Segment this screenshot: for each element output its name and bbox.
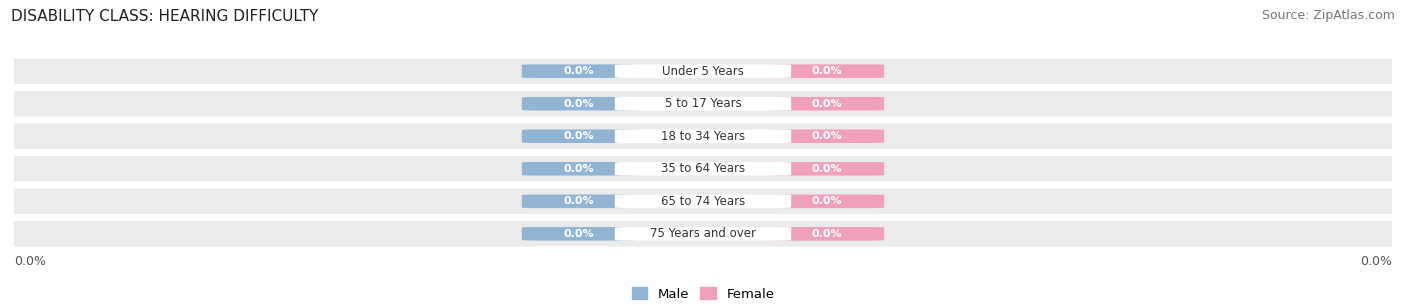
FancyBboxPatch shape <box>770 227 884 241</box>
FancyBboxPatch shape <box>770 129 884 143</box>
FancyBboxPatch shape <box>0 156 1406 181</box>
FancyBboxPatch shape <box>522 97 636 110</box>
Text: 0.0%: 0.0% <box>564 196 595 206</box>
FancyBboxPatch shape <box>522 129 636 143</box>
FancyBboxPatch shape <box>0 188 1406 214</box>
FancyBboxPatch shape <box>770 162 884 176</box>
Text: 75 Years and over: 75 Years and over <box>650 227 756 240</box>
Text: 0.0%: 0.0% <box>811 99 842 109</box>
Text: 0.0%: 0.0% <box>811 164 842 174</box>
FancyBboxPatch shape <box>0 221 1406 246</box>
FancyBboxPatch shape <box>522 64 636 78</box>
Text: Source: ZipAtlas.com: Source: ZipAtlas.com <box>1261 9 1395 22</box>
FancyBboxPatch shape <box>770 195 884 208</box>
Text: Under 5 Years: Under 5 Years <box>662 65 744 78</box>
Text: 0.0%: 0.0% <box>811 131 842 141</box>
FancyBboxPatch shape <box>614 227 792 241</box>
Text: 18 to 34 Years: 18 to 34 Years <box>661 130 745 143</box>
FancyBboxPatch shape <box>614 64 792 78</box>
Text: 0.0%: 0.0% <box>564 229 595 239</box>
FancyBboxPatch shape <box>614 162 792 176</box>
Text: 0.0%: 0.0% <box>1360 255 1392 268</box>
Text: DISABILITY CLASS: HEARING DIFFICULTY: DISABILITY CLASS: HEARING DIFFICULTY <box>11 9 319 24</box>
FancyBboxPatch shape <box>522 227 636 241</box>
Text: 0.0%: 0.0% <box>811 66 842 76</box>
FancyBboxPatch shape <box>614 195 792 208</box>
Text: 0.0%: 0.0% <box>564 164 595 174</box>
Legend: Male, Female: Male, Female <box>626 282 780 305</box>
FancyBboxPatch shape <box>770 64 884 78</box>
Text: 0.0%: 0.0% <box>14 255 46 268</box>
Text: 0.0%: 0.0% <box>564 99 595 109</box>
FancyBboxPatch shape <box>614 129 792 143</box>
Text: 0.0%: 0.0% <box>811 196 842 206</box>
FancyBboxPatch shape <box>0 59 1406 84</box>
FancyBboxPatch shape <box>0 124 1406 149</box>
FancyBboxPatch shape <box>0 91 1406 117</box>
Text: 0.0%: 0.0% <box>564 131 595 141</box>
FancyBboxPatch shape <box>614 97 792 110</box>
FancyBboxPatch shape <box>522 162 636 176</box>
FancyBboxPatch shape <box>522 195 636 208</box>
Text: 65 to 74 Years: 65 to 74 Years <box>661 195 745 208</box>
FancyBboxPatch shape <box>770 97 884 110</box>
Text: 0.0%: 0.0% <box>564 66 595 76</box>
Text: 5 to 17 Years: 5 to 17 Years <box>665 97 741 110</box>
Text: 35 to 64 Years: 35 to 64 Years <box>661 162 745 175</box>
Text: 0.0%: 0.0% <box>811 229 842 239</box>
